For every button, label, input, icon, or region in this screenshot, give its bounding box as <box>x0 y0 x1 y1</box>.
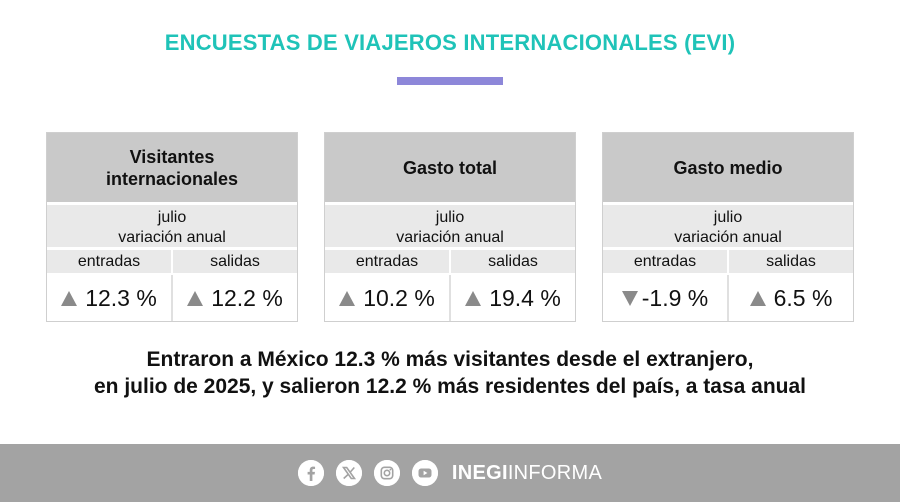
value-salidas: 19.4 % <box>451 275 575 321</box>
value-entradas-text: 12.3 % <box>85 284 157 311</box>
card-column-headers: entradas salidas <box>325 250 575 273</box>
brand-bold: INEGI <box>451 461 508 484</box>
value-entradas-text: -1.9 % <box>641 284 709 311</box>
card-values: 12.3 % 12.2 % <box>47 275 297 321</box>
brand-light: INFORMA <box>507 461 603 484</box>
card-gasto-medio: Gasto medio julio variación anual entrad… <box>602 132 854 322</box>
headline: Entraron a México 12.3 % más visitantes … <box>0 346 900 400</box>
column-entradas: entradas <box>47 250 173 273</box>
value-salidas: 6.5 % <box>729 275 853 321</box>
card-measure: variación anual <box>674 229 782 246</box>
value-salidas-text: 19.4 % <box>489 284 561 311</box>
inegi-informa-logo: INEGIINFORMA <box>452 462 602 485</box>
facebook-icon[interactable] <box>297 460 324 486</box>
card-period: julio <box>713 209 743 226</box>
card-values: -1.9 % 6.5 % <box>603 275 853 321</box>
card-measure: variación anual <box>118 229 226 246</box>
headline-line1: Entraron a México 12.3 % más visitantes … <box>146 348 754 371</box>
instagram-icon[interactable] <box>373 460 400 486</box>
card-gasto-total: Gasto total julio variación anual entrad… <box>324 132 576 322</box>
value-salidas-text: 6.5 % <box>773 284 833 311</box>
card-values: 10.2 % 19.4 % <box>325 275 575 321</box>
column-salidas: salidas <box>173 250 297 273</box>
column-salidas: salidas <box>451 250 575 273</box>
triangle-up-icon <box>187 290 204 306</box>
card-heading-line1: Gasto medio <box>673 157 783 178</box>
triangle-up-icon <box>61 290 78 306</box>
column-entradas: entradas <box>603 250 729 273</box>
value-salidas: 12.2 % <box>173 275 297 321</box>
card-heading: Visitantes internacionales <box>47 133 297 204</box>
card-heading-line2: internacionales <box>105 168 239 189</box>
card-period: julio <box>435 209 465 226</box>
value-entradas: 10.2 % <box>325 275 451 321</box>
footer-bar: INEGIINFORMA <box>0 444 900 502</box>
card-measure: variación anual <box>396 229 504 246</box>
card-visitantes-internacionales: Visitantes internacionales julio variaci… <box>46 132 298 322</box>
headline-line2: en julio de 2025, y salieron 12.2 % más … <box>93 375 806 398</box>
card-period: julio <box>157 209 187 226</box>
value-entradas: -1.9 % <box>603 275 729 321</box>
card-subheading: julio variación anual <box>603 205 853 249</box>
triangle-down-icon <box>621 290 638 306</box>
youtube-icon[interactable] <box>411 460 438 486</box>
card-subheading: julio variación anual <box>325 205 575 249</box>
social-links <box>297 460 450 486</box>
card-heading-line1: Visitantes <box>129 146 215 167</box>
title-accent-bar <box>397 77 503 85</box>
column-entradas: entradas <box>325 250 451 273</box>
column-salidas: salidas <box>729 250 853 273</box>
card-heading-line1: Gasto total <box>402 157 497 178</box>
triangle-up-icon <box>339 290 356 306</box>
value-entradas-text: 10.2 % <box>363 284 435 311</box>
value-entradas: 12.3 % <box>47 275 173 321</box>
card-heading: Gasto medio <box>603 133 853 204</box>
page-title: ENCUESTAS DE VIAJEROS INTERNACIONALES (E… <box>164 30 736 55</box>
card-subheading: julio variación anual <box>47 205 297 249</box>
card-column-headers: entradas salidas <box>47 250 297 273</box>
value-salidas-text: 12.2 % <box>211 284 283 311</box>
card-column-headers: entradas salidas <box>603 250 853 273</box>
triangle-up-icon <box>465 290 482 306</box>
triangle-up-icon <box>749 290 766 306</box>
x-icon[interactable] <box>335 460 362 486</box>
card-heading: Gasto total <box>325 133 575 204</box>
